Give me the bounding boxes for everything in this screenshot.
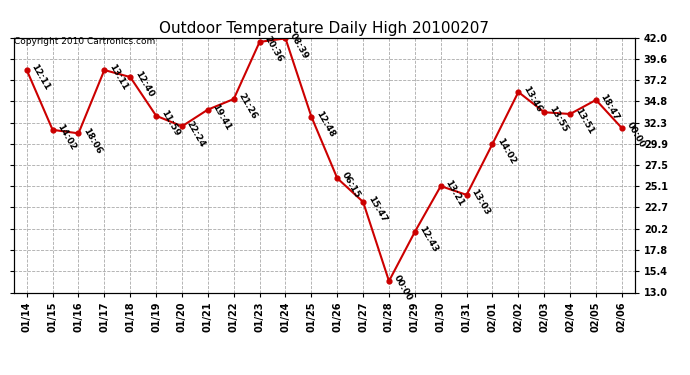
Point <box>280 35 291 41</box>
Text: 18:06: 18:06 <box>81 126 104 155</box>
Point <box>125 74 136 80</box>
Text: 13:03: 13:03 <box>469 188 491 217</box>
Point <box>47 127 58 133</box>
Point <box>564 111 575 117</box>
Point <box>332 175 343 181</box>
Text: 22:24: 22:24 <box>185 119 207 148</box>
Text: 14:02: 14:02 <box>55 123 77 152</box>
Point <box>306 114 317 120</box>
Point <box>73 130 84 136</box>
Point <box>616 125 627 131</box>
Title: Outdoor Temperature Daily High 20100207: Outdoor Temperature Daily High 20100207 <box>159 21 489 36</box>
Text: 00:00: 00:00 <box>392 274 413 303</box>
Point <box>254 39 265 45</box>
Point <box>357 199 368 205</box>
Point <box>487 141 498 147</box>
Point <box>21 67 32 73</box>
Point <box>539 109 550 115</box>
Point <box>461 192 472 198</box>
Point <box>409 229 420 235</box>
Text: Copyright 2010 Cartronics.com: Copyright 2010 Cartronics.com <box>14 38 155 46</box>
Text: 12:40: 12:40 <box>133 70 155 99</box>
Point <box>177 123 188 129</box>
Text: 13:21: 13:21 <box>444 179 466 208</box>
Text: 12:43: 12:43 <box>417 225 440 254</box>
Point <box>228 96 239 102</box>
Text: 12:11: 12:11 <box>30 63 52 92</box>
Point <box>435 183 446 189</box>
Text: 13:51: 13:51 <box>573 107 595 136</box>
Text: 18:47: 18:47 <box>599 93 621 122</box>
Text: 06:15: 06:15 <box>340 171 362 200</box>
Point <box>99 67 110 73</box>
Text: 13:11: 13:11 <box>107 63 129 92</box>
Point <box>591 97 602 103</box>
Text: 21:26: 21:26 <box>237 92 259 121</box>
Point <box>150 113 161 119</box>
Text: 15:47: 15:47 <box>366 195 388 224</box>
Text: 11:59: 11:59 <box>159 108 181 138</box>
Text: 19:41: 19:41 <box>210 102 233 132</box>
Text: 08:39: 08:39 <box>288 31 311 60</box>
Text: 13:55: 13:55 <box>547 105 569 134</box>
Point <box>202 106 213 112</box>
Point <box>513 89 524 95</box>
Text: 12:48: 12:48 <box>314 110 336 139</box>
Text: 13:46: 13:46 <box>521 85 543 114</box>
Point <box>384 278 395 284</box>
Text: 14:02: 14:02 <box>495 136 518 166</box>
Text: 20:36: 20:36 <box>262 34 284 64</box>
Text: 00:00: 00:00 <box>624 121 647 150</box>
